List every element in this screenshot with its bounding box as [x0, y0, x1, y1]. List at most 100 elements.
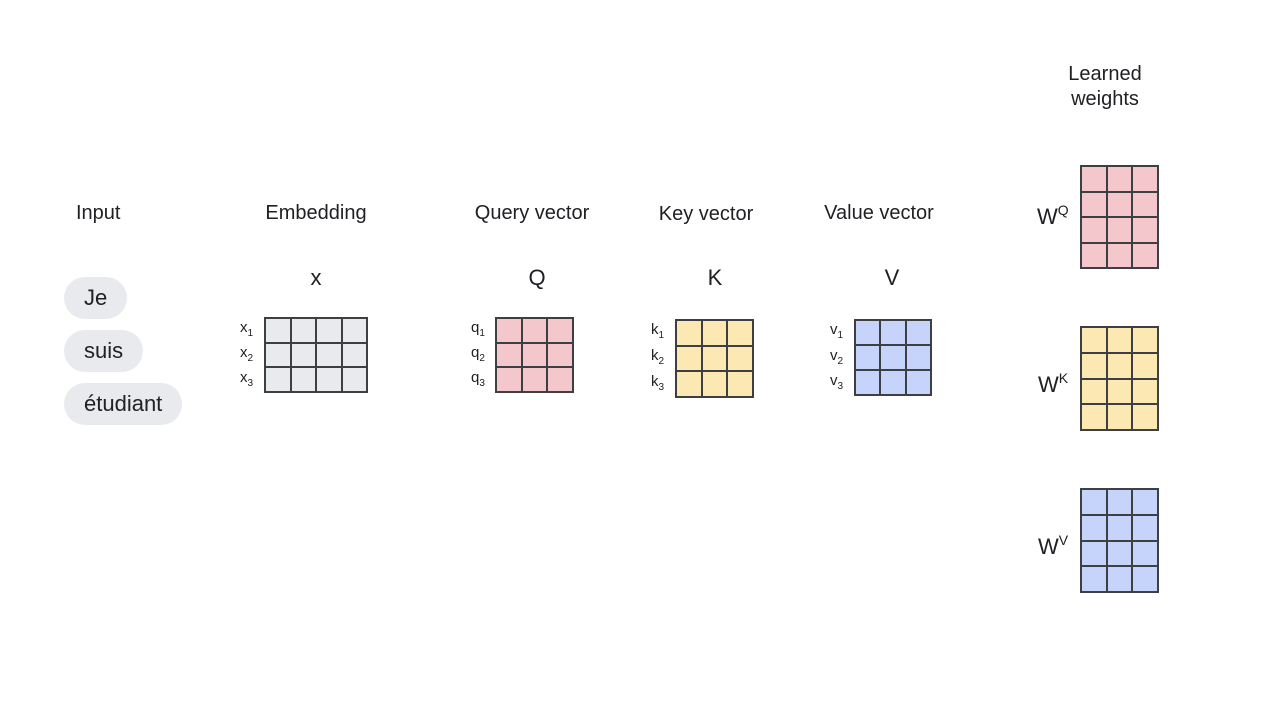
query-vector-heading: Query vector: [474, 202, 590, 224]
matrix-cell: [1106, 352, 1133, 379]
embedding-row-label: x3: [240, 369, 254, 389]
matrix-cell: [341, 318, 367, 343]
matrix-cell: [1081, 327, 1107, 353]
matrix-cell: [1081, 404, 1107, 430]
value-row-label: v3: [830, 372, 844, 392]
matrix-cell: [1132, 378, 1158, 405]
matrix-cell: [1106, 378, 1133, 405]
value-matrix: [854, 319, 932, 396]
matrix-cell: [1132, 242, 1158, 268]
wq-label: WQ: [1037, 202, 1069, 229]
matrix-cell: [880, 320, 906, 345]
key-row-label: k2: [651, 347, 665, 367]
matrix-cell: [496, 367, 522, 392]
matrix-cell: [1081, 217, 1107, 243]
matrix-cell: [521, 342, 548, 368]
matrix-cell: [1132, 352, 1158, 379]
query-row-label: q2: [471, 344, 485, 364]
key-symbol: K: [707, 265, 723, 290]
matrix-cell: [701, 320, 728, 346]
matrix-cell: [1081, 566, 1107, 592]
matrix-cell: [265, 318, 291, 343]
query-row-label: q3: [471, 369, 485, 389]
matrix-cell: [880, 370, 906, 395]
matrix-cell: [1106, 327, 1133, 353]
matrix-cell: [1132, 166, 1158, 192]
matrix-cell: [1081, 242, 1107, 268]
matrix-cell: [496, 342, 522, 368]
wk-matrix: [1080, 326, 1159, 431]
matrix-cell: [1106, 489, 1133, 515]
key-vector-heading: Key vector: [658, 203, 754, 225]
matrix-cell: [676, 345, 702, 372]
wv-matrix: [1080, 488, 1159, 593]
matrix-cell: [547, 318, 573, 343]
matrix-cell: [727, 345, 753, 372]
matrix-cell: [1106, 242, 1133, 268]
matrix-cell: [496, 318, 522, 343]
matrix-cell: [1106, 566, 1133, 592]
matrix-cell: [265, 342, 291, 368]
matrix-cell: [855, 370, 881, 395]
matrix-cell: [290, 318, 316, 343]
matrix-cell: [1106, 514, 1133, 541]
input-heading: Input: [76, 202, 121, 224]
matrix-cell: [265, 367, 291, 392]
matrix-cell: [701, 371, 728, 397]
matrix-cell: [290, 367, 316, 392]
wq-matrix: [1080, 165, 1159, 269]
matrix-cell: [290, 342, 316, 368]
matrix-cell: [1132, 191, 1158, 217]
matrix-cell: [547, 367, 573, 392]
value-vector-heading: Value vector: [824, 202, 934, 224]
matrix-cell: [316, 318, 342, 343]
embedding-matrix: [264, 317, 368, 393]
matrix-cell: [1132, 514, 1158, 541]
matrix-cell: [547, 342, 573, 368]
matrix-cell: [676, 371, 702, 397]
matrix-cell: [341, 367, 367, 392]
matrix-cell: [1081, 352, 1107, 379]
matrix-cell: [1081, 514, 1107, 541]
matrix-cell: [1132, 404, 1158, 430]
matrix-cell: [676, 320, 702, 346]
query-row-label: q1: [471, 319, 485, 339]
embedding-heading: Embedding: [265, 202, 367, 224]
matrix-cell: [701, 345, 728, 372]
query-matrix: [495, 317, 574, 393]
matrix-cell: [855, 345, 881, 370]
matrix-cell: [1106, 166, 1133, 192]
token-pill: étudiant: [64, 383, 183, 425]
matrix-cell: [905, 320, 931, 345]
matrix-cell: [1106, 404, 1133, 430]
matrix-cell: [1106, 191, 1133, 217]
matrix-cell: [316, 367, 342, 392]
value-row-label: v1: [830, 321, 844, 341]
matrix-cell: [521, 318, 548, 343]
matrix-cell: [1106, 217, 1133, 243]
wk-label: WK: [1038, 370, 1069, 397]
matrix-cell: [1106, 540, 1133, 567]
learned-weights-heading: Learned weights: [1068, 63, 1142, 110]
matrix-cell: [855, 320, 881, 345]
matrix-cell: [521, 367, 548, 392]
matrix-cell: [316, 342, 342, 368]
matrix-cell: [1081, 166, 1107, 192]
matrix-cell: [880, 345, 906, 370]
token-pill: suis: [64, 330, 144, 372]
query-symbol: Q: [528, 265, 546, 290]
key-row-label: k1: [651, 321, 665, 341]
matrix-cell: [727, 320, 753, 346]
matrix-cell: [1081, 378, 1107, 405]
matrix-cell: [1081, 540, 1107, 567]
embedding-row-label: x1: [240, 319, 254, 339]
token-pill: Je: [64, 277, 128, 319]
matrix-cell: [1132, 540, 1158, 567]
value-symbol: V: [884, 265, 900, 290]
key-row-label: k3: [651, 373, 665, 393]
wv-label: WV: [1038, 532, 1069, 559]
matrix-cell: [1132, 217, 1158, 243]
embedding-row-label: x2: [240, 344, 254, 364]
matrix-cell: [905, 345, 931, 370]
matrix-cell: [1081, 191, 1107, 217]
